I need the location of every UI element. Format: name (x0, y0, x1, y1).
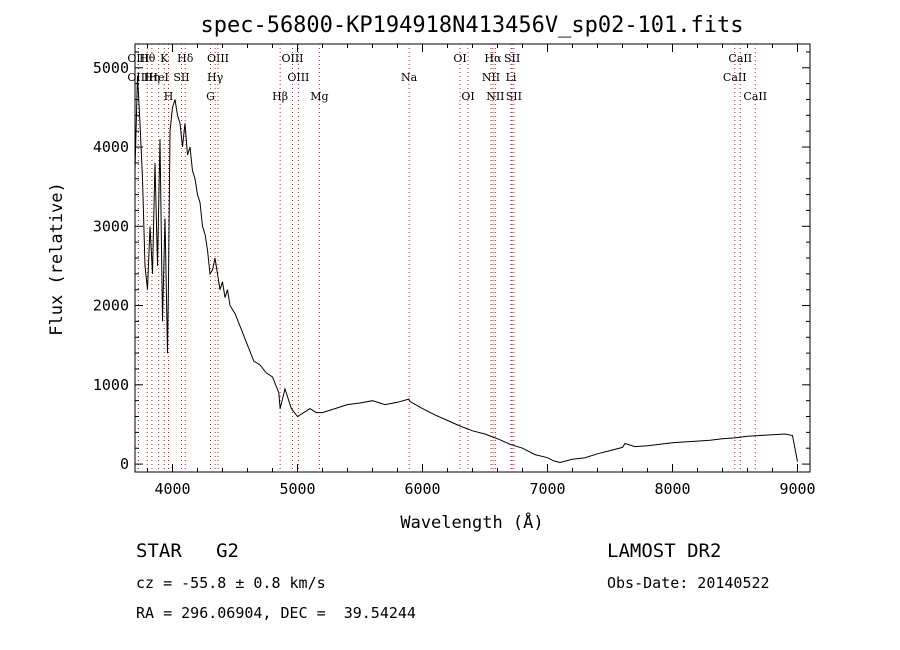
x-tick-label: 8000 (654, 480, 690, 498)
line-label: OI (453, 52, 466, 65)
y-tick-label: 5000 (93, 59, 129, 77)
line-label: OIII (207, 52, 229, 65)
line-label: CaII (743, 90, 767, 103)
x-tick-label: 4000 (154, 480, 190, 498)
line-label: HeI (148, 71, 168, 84)
x-axis-label: Wavelength (Å) (400, 511, 543, 533)
line-label: Hθ (139, 52, 156, 65)
line-label: Hδ (177, 52, 194, 65)
line-label: SII (506, 90, 522, 103)
line-label: NII (486, 90, 504, 103)
line-label: CaII (723, 71, 747, 84)
plot-frame (134, 43, 811, 473)
line-label: H (164, 90, 174, 103)
line-label: Li (506, 71, 517, 84)
line-label: OIII (127, 52, 149, 65)
line-label: OIII (281, 52, 303, 65)
line-label: Mg (310, 90, 328, 103)
line-label: G (206, 90, 215, 103)
line-label: NII (482, 71, 500, 84)
y-tick-label: 1000 (93, 376, 129, 394)
chart-title: spec-56800-KP194918N413456V_sp02-101.fit… (200, 13, 743, 38)
line-label: OI (461, 90, 474, 103)
obs-date-text: Obs-Date: 20140522 (607, 574, 770, 592)
y-tick-label: 0 (120, 455, 129, 473)
star-class: STAR G2 (136, 540, 239, 562)
line-label: SII (504, 52, 520, 65)
line-label: Na (401, 71, 418, 84)
y-axis-label: Flux (relative) (47, 182, 67, 336)
line-label: Hγ (207, 71, 224, 84)
line-label: K (160, 52, 169, 65)
redshift-text: cz = -55.8 ± 0.8 km/s (136, 574, 326, 592)
y-axis: 0 1000 2000 3000 4000 5000 (93, 51, 810, 473)
line-label: Hα (484, 52, 502, 65)
spectrum-line (134, 75, 798, 464)
survey-label: LAMOST DR2 (607, 540, 722, 562)
coords-text: RA = 296.06904, DEC = 39.54244 (136, 604, 416, 622)
line-label: OIII (127, 71, 149, 84)
x-axis: 4000 5000 6000 7000 8000 9000 (147, 44, 816, 498)
line-label: Hη (144, 71, 160, 84)
line-label: Hβ (272, 90, 288, 103)
x-tick-label: 5000 (279, 480, 315, 498)
line-label: SII (173, 71, 189, 84)
x-tick-label: 9000 (779, 480, 815, 498)
x-tick-label: 6000 (404, 480, 440, 498)
y-tick-label: 2000 (93, 297, 129, 315)
y-tick-label: 3000 (93, 217, 129, 235)
x-tick-label: 7000 (529, 480, 565, 498)
line-label: OIII (287, 71, 309, 84)
y-tick-label: 4000 (93, 138, 129, 156)
line-label: CaII (728, 52, 752, 65)
spectral-line-markers (137, 44, 756, 472)
